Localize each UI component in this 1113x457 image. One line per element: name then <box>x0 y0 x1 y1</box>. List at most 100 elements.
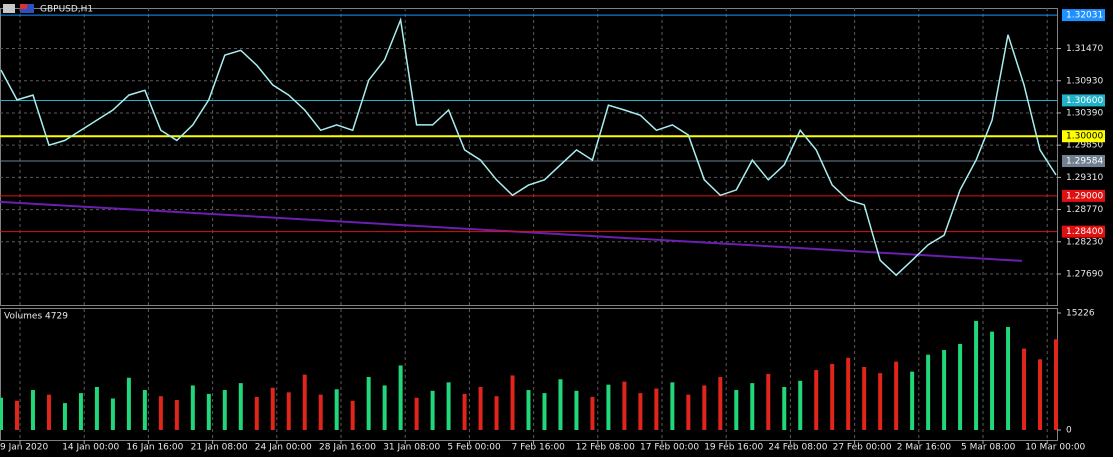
level-label-box <box>1062 155 1105 168</box>
volume-bar <box>414 397 419 430</box>
level-label: 1.30600 <box>1066 96 1103 106</box>
volume-bar <box>398 365 403 430</box>
volume-bar <box>606 384 611 430</box>
x-tick-label: 24 Jan 00:00 <box>255 443 312 453</box>
volume-bar <box>1054 339 1058 430</box>
volume-bar <box>686 394 691 430</box>
volume-bar <box>14 400 19 430</box>
x-tick-label: 9 Jan 2020 <box>0 443 48 453</box>
volume-bar <box>270 387 275 430</box>
y-tick-label: 1.28770 <box>1066 205 1103 215</box>
volume-bar <box>622 381 627 430</box>
x-tick-label: 14 Jan 00:00 <box>62 443 119 453</box>
level-label: 1.30000 <box>1066 132 1103 142</box>
volume-title: Volumes 4729 <box>4 312 68 322</box>
volume-bar <box>110 398 115 430</box>
volume-bar <box>94 386 99 430</box>
x-tick-label: 31 Jan 08:00 <box>383 443 440 453</box>
volume-bar <box>158 396 163 430</box>
level-label-box <box>1062 225 1105 238</box>
volume-bar <box>430 390 435 430</box>
menu-icon[interactable] <box>3 4 15 13</box>
x-tick-label: 27 Feb 00:00 <box>833 443 892 453</box>
y-tick-label: 1.27690 <box>1066 269 1103 279</box>
volume-bar <box>318 394 323 430</box>
volume-bar <box>526 390 531 430</box>
volume-bar <box>798 380 803 430</box>
volume-bar <box>302 374 307 430</box>
volume-bar <box>350 400 355 430</box>
volume-bar <box>974 320 979 430</box>
level-label-box <box>1062 94 1105 107</box>
volume-bar <box>206 393 211 430</box>
level-label: 1.29000 <box>1066 191 1103 201</box>
y-tick-label: 1.29310 <box>1066 173 1103 183</box>
volume-bar <box>814 370 819 430</box>
level-label-box <box>1062 9 1105 22</box>
volume-bar <box>254 396 259 430</box>
x-tick-label: 5 Feb 00:00 <box>447 443 501 453</box>
volume-bar <box>990 331 995 430</box>
volume-bar <box>190 385 195 430</box>
volume-bar <box>542 393 547 430</box>
volume-bar <box>766 373 771 430</box>
volume-bar <box>670 382 675 430</box>
volume-bar <box>926 354 931 430</box>
level-label-box <box>1062 130 1105 143</box>
volume-bar <box>574 390 579 430</box>
x-tick-label: 5 Mar 08:00 <box>961 443 1016 453</box>
volume-bar <box>494 396 499 430</box>
volume-bar <box>1022 348 1027 430</box>
price-line <box>0 17 1057 277</box>
level-label-box <box>1062 189 1105 202</box>
x-tick-label: 19 Feb 16:00 <box>704 443 763 453</box>
volume-bar <box>942 350 947 430</box>
volume-bar <box>286 392 291 430</box>
volume-bar <box>734 390 739 430</box>
volume-bar <box>590 396 595 430</box>
volume-bar <box>30 390 35 430</box>
volume-bar <box>910 371 915 430</box>
volume-bar <box>222 390 227 430</box>
y-tick-label: 1.29850 <box>1066 141 1103 151</box>
volume-bar <box>334 389 339 430</box>
volume-bar <box>830 363 835 430</box>
volume-bar <box>446 382 451 430</box>
y-tick-label: 1.31470 <box>1066 44 1103 54</box>
volume-bar <box>1038 359 1043 430</box>
x-tick-label: 16 Jan 16:00 <box>126 443 183 453</box>
volume-bar <box>510 375 515 430</box>
volume-bar <box>782 386 787 430</box>
chart-title: GBPUSD,H1 <box>40 5 93 15</box>
x-tick-label: 28 Jan 16:00 <box>319 443 376 453</box>
volume-bar <box>1006 327 1011 430</box>
volume-bar <box>958 343 963 430</box>
volume-bar <box>558 379 563 430</box>
volume-bar <box>62 403 67 430</box>
volume-bar <box>366 376 371 430</box>
x-tick-label: 12 Feb 08:00 <box>576 443 635 453</box>
volume-bar <box>238 383 243 430</box>
x-tick-label: 21 Jan 08:00 <box>191 443 248 453</box>
volume-bar <box>750 383 755 430</box>
y-tick-label: 0 <box>1066 426 1072 436</box>
y-tick-label: 15226 <box>1066 309 1095 319</box>
volume-bar <box>638 393 643 430</box>
volume-bar <box>718 376 723 430</box>
x-tick-label: 10 Mar 00:00 <box>1025 443 1085 453</box>
volume-bar <box>78 393 83 430</box>
volume-bar <box>46 394 51 430</box>
level-label: 1.32031 <box>1066 11 1103 21</box>
price-panel <box>0 8 1058 306</box>
volume-bar <box>126 377 131 430</box>
volume-bar <box>894 361 899 430</box>
y-tick-label: 1.28230 <box>1066 237 1103 247</box>
x-tick-label: 7 Feb 16:00 <box>512 443 566 453</box>
x-tick-label: 17 Feb 00:00 <box>640 443 699 453</box>
level-label: 1.29584 <box>1066 157 1103 167</box>
level-label: 1.28400 <box>1066 227 1103 237</box>
volume-bar <box>462 393 467 430</box>
x-tick-label: 2 Mar 16:00 <box>897 443 952 453</box>
